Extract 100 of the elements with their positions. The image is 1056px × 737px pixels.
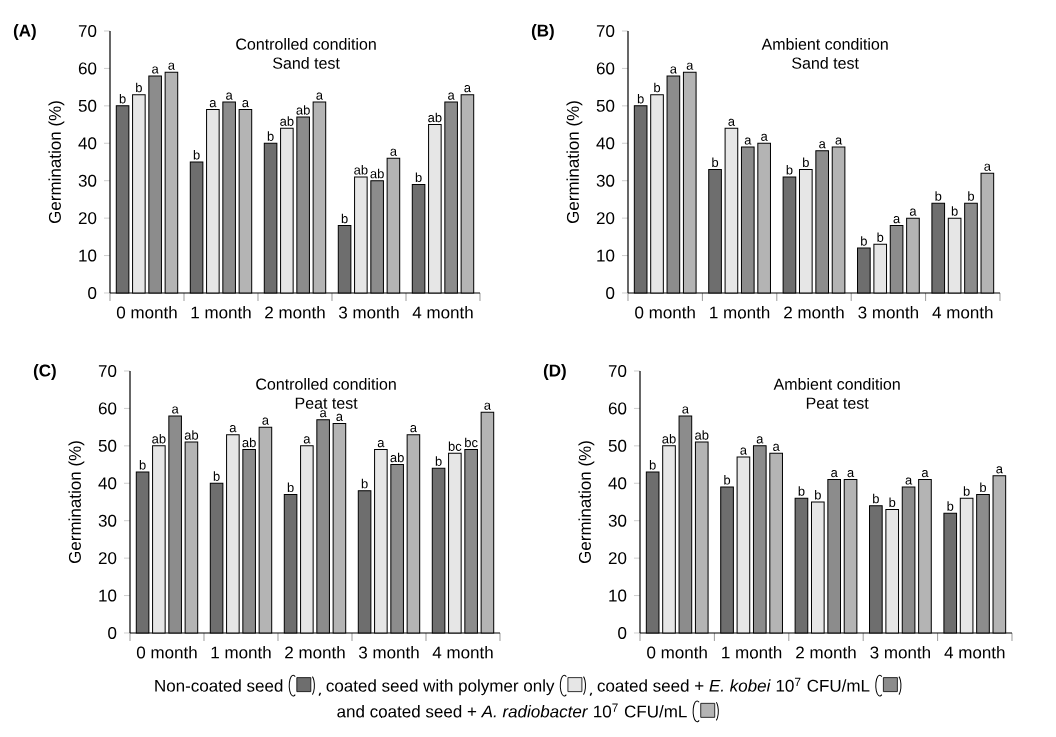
chart-title: Ambient condition xyxy=(761,38,888,50)
data-label: ab xyxy=(152,433,166,444)
data-label: b xyxy=(947,501,954,511)
data-label: b xyxy=(815,490,821,500)
data-label: a xyxy=(773,443,780,451)
data-label: a xyxy=(819,141,826,149)
y-tick-label: 50 xyxy=(78,99,97,112)
data-label: ab xyxy=(662,433,676,444)
x-tick-label: 3 month xyxy=(338,306,399,319)
data-label: b xyxy=(136,82,142,93)
data-label: a xyxy=(686,62,694,70)
data-label: a xyxy=(229,425,237,433)
chart-title: Ambient condition xyxy=(773,378,900,390)
y-tick-label: 10 xyxy=(597,249,615,262)
y-tick-label: 70 xyxy=(608,364,627,378)
data-label: b xyxy=(435,456,442,466)
y-tick-label: 30 xyxy=(596,174,615,187)
x-tick-label: 1 month xyxy=(211,646,271,659)
data-label: b xyxy=(724,475,731,485)
data-label: b xyxy=(637,93,644,104)
data-label: ab xyxy=(354,165,368,175)
y-tick-label: 0 xyxy=(108,626,117,639)
x-tick-label: 2 month xyxy=(784,306,844,319)
y-tick-label: 40 xyxy=(608,477,627,490)
data-label: ab xyxy=(390,452,404,463)
data-label: a xyxy=(740,447,748,455)
data-label: a xyxy=(905,477,913,485)
y-tick-label: 50 xyxy=(596,99,615,112)
data-label: a xyxy=(831,470,838,478)
data-label: b xyxy=(649,460,656,470)
data-label: a xyxy=(390,148,398,156)
data-label: a xyxy=(847,470,855,478)
legend-label: and coated seed + A. radiobacter 10$^{7}$ CFU/mL xyxy=(337,703,687,718)
y-tick-label: 10 xyxy=(99,589,117,602)
text: Sand test xyxy=(792,57,859,69)
data-label: b xyxy=(968,191,975,201)
data-label: a xyxy=(761,133,768,141)
x-tick-label: 1 month xyxy=(710,306,770,319)
y-tick-label: 30 xyxy=(98,514,117,527)
y-axis-title: Germination (%) xyxy=(566,101,583,224)
y-tick-label: 0 xyxy=(606,286,615,299)
data-label: b xyxy=(861,236,867,246)
data-label: ab xyxy=(296,105,310,115)
y-tick-label: 20 xyxy=(596,212,615,225)
data-label: a xyxy=(464,85,472,93)
data-label: ab xyxy=(242,437,256,448)
data-label: a xyxy=(336,413,344,421)
data-label: b xyxy=(963,486,970,496)
x-tick-label: 0 month xyxy=(635,306,695,319)
data-label: b xyxy=(139,460,146,470)
x-tick-label: 2 month xyxy=(796,646,856,659)
data-label: a xyxy=(756,436,764,444)
data-label: b xyxy=(415,172,422,183)
data-label: a xyxy=(835,137,843,145)
x-tick-label: 1 month xyxy=(722,646,782,659)
data-label: b xyxy=(877,232,884,242)
x-tick-label: 4 month xyxy=(944,646,1005,659)
data-label: b xyxy=(889,497,896,508)
y-tick-label: 70 xyxy=(78,24,97,38)
data-label: b xyxy=(361,478,368,489)
data-label: b xyxy=(798,486,805,496)
y-tick-label: 10 xyxy=(79,249,97,262)
chart-title: Controlled condition xyxy=(256,378,396,390)
y-tick-label: 60 xyxy=(608,402,627,415)
text: (D) xyxy=(543,364,566,380)
y-tick-label: 0 xyxy=(618,626,627,639)
data-label: a xyxy=(984,163,991,171)
x-tick-label: 3 month xyxy=(358,646,419,659)
data-label: b xyxy=(654,82,661,93)
y-axis-title: Germination (%) xyxy=(48,101,65,224)
data-label: a xyxy=(909,208,917,216)
data-label: ab xyxy=(695,430,709,440)
data-label: a xyxy=(996,466,1003,474)
y-tick-label: 10 xyxy=(609,589,627,602)
data-label: a xyxy=(377,440,385,448)
y-tick-label: 20 xyxy=(78,212,97,225)
data-label: a xyxy=(448,92,455,100)
data-label: ab xyxy=(428,112,442,123)
data-label: b xyxy=(341,213,348,224)
data-label: b xyxy=(267,131,274,141)
data-label: a xyxy=(682,406,689,414)
y-tick-label: 20 xyxy=(608,552,627,565)
x-tick-label: 3 month xyxy=(858,306,918,319)
data-label: ab xyxy=(370,168,384,179)
data-label: a xyxy=(209,100,217,108)
data-label: a xyxy=(316,92,324,100)
y-axis-title: Germination (%) xyxy=(578,441,595,564)
x-tick-label: 3 month xyxy=(870,646,930,659)
data-label: a xyxy=(226,92,233,100)
text: Peat test xyxy=(295,397,358,409)
data-label: b xyxy=(935,191,942,201)
y-tick-label: 30 xyxy=(608,514,627,527)
y-tick-label: 60 xyxy=(78,62,97,75)
data-label: a xyxy=(168,62,176,70)
text: Sand test xyxy=(273,57,340,69)
data-label: a xyxy=(172,406,179,414)
text: (A) xyxy=(13,24,36,40)
y-tick-label: 50 xyxy=(608,439,627,452)
y-tick-label: 70 xyxy=(98,364,117,378)
data-label: bc xyxy=(465,437,478,448)
